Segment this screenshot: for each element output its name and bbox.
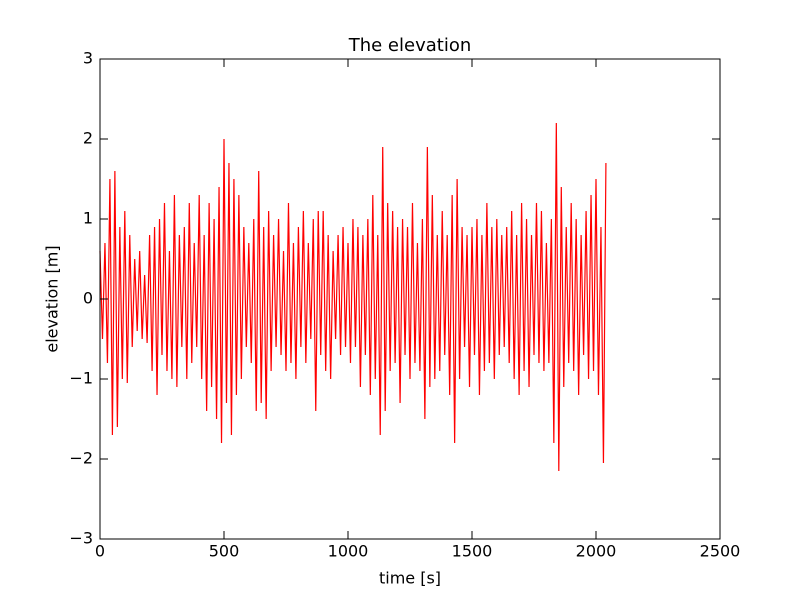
x-axis-label: time [s] xyxy=(379,569,441,588)
y-tick-label: 0 xyxy=(83,289,93,308)
x-tick-label: 1500 xyxy=(452,542,493,561)
y-tick-label: 2 xyxy=(83,129,93,148)
x-tick-label: 0 xyxy=(95,542,105,561)
y-tick-label: −2 xyxy=(69,449,93,468)
x-tick-label: 2000 xyxy=(576,542,617,561)
data-line xyxy=(99,122,607,472)
y-tick-label: 1 xyxy=(83,209,93,228)
y-tick-label: 3 xyxy=(83,49,93,68)
x-tick-label: 500 xyxy=(209,542,240,561)
x-tick-label: 1000 xyxy=(328,542,369,561)
y-tick-label: −1 xyxy=(69,369,93,388)
chart-title: The elevation xyxy=(348,35,472,56)
y-tick-label: −3 xyxy=(69,529,93,548)
x-tick-label: 2500 xyxy=(700,542,741,561)
y-axis-label: elevation [m] xyxy=(43,245,62,352)
